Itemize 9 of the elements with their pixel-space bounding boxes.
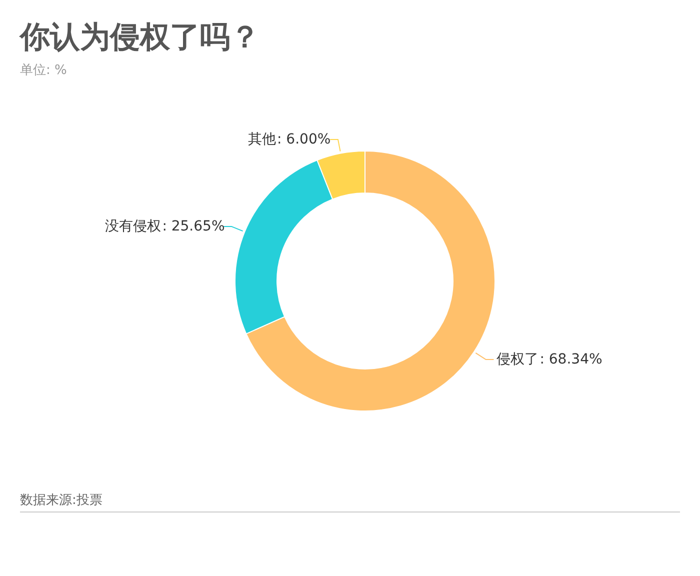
chart-subtitle: 单位: % <box>20 63 67 78</box>
chart-title: 你认为侵权了吗？ <box>18 20 260 55</box>
slice-label: 没有侵权 <box>105 218 162 235</box>
slice-label: 侵权了 <box>496 351 539 368</box>
data-label: : 6.00% <box>277 132 331 148</box>
data-label: : 68.34% <box>540 351 602 368</box>
data-label: : 25.65% <box>162 218 225 235</box>
source-note: 数据来源:投票 <box>20 493 102 508</box>
slice-label: 其他 <box>248 132 276 148</box>
